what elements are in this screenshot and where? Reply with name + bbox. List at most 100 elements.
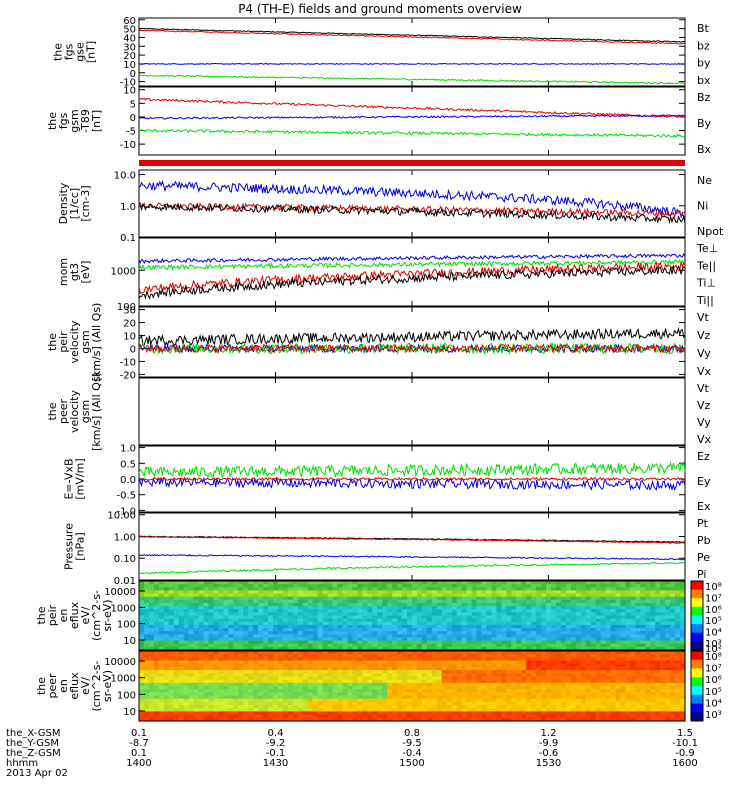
heatmap-cell xyxy=(570,590,577,595)
heatmap-cell xyxy=(228,663,234,668)
heatmap-cell xyxy=(258,676,264,681)
heatmap-cell xyxy=(541,660,547,665)
heatmap-cell xyxy=(605,676,612,681)
heatmap-cell xyxy=(605,612,612,617)
heatmap-cell xyxy=(531,666,537,671)
heatmap-cell xyxy=(322,590,329,595)
heatmap-cell xyxy=(213,606,220,610)
heatmap-cell xyxy=(481,660,488,665)
heatmap-cell xyxy=(173,670,180,674)
heatmap-cell xyxy=(297,581,304,585)
heatmap-cell xyxy=(367,701,373,706)
heatmap-cell xyxy=(362,670,368,674)
heatmap-cell xyxy=(555,676,562,681)
heatmap-cell xyxy=(511,701,517,706)
heatmap-cell xyxy=(531,670,537,674)
heatmap-cell xyxy=(605,711,612,716)
heatmap-cell xyxy=(228,584,234,588)
heatmap-cell xyxy=(332,698,339,703)
heatmap-cell xyxy=(253,584,259,588)
heatmap-cell xyxy=(203,618,210,623)
heatmap-cell xyxy=(382,599,388,604)
heatmap-cell xyxy=(173,654,180,658)
heatmap-cell xyxy=(223,599,229,604)
heatmap-cell xyxy=(233,609,239,613)
heatmap-cell xyxy=(461,612,468,617)
heatmap-cell xyxy=(139,615,145,620)
heatmap-cell xyxy=(476,666,483,671)
heatmap-cell xyxy=(491,606,497,610)
heatmap-cell xyxy=(416,599,423,604)
heatmap-cell xyxy=(248,618,254,623)
heatmap-cell xyxy=(139,711,145,716)
heatmap-cell xyxy=(471,663,478,668)
heatmap-cell xyxy=(570,606,577,610)
heatmap-cell xyxy=(421,599,428,604)
series-ez xyxy=(138,476,686,482)
heatmap-cell xyxy=(337,621,344,626)
ylabel-line: velocity xyxy=(68,390,81,433)
heatmap-cell xyxy=(590,666,597,671)
heatmap-cell xyxy=(198,584,205,588)
heatmap-cells xyxy=(139,581,686,651)
heatmap-cell xyxy=(248,660,254,665)
heatmap-cell xyxy=(585,587,592,592)
heatmap-cell xyxy=(501,606,507,610)
heatmap-cell xyxy=(680,670,686,674)
heatmap-cell xyxy=(332,711,339,716)
heatmap-cell xyxy=(555,615,562,620)
heatmap-cell xyxy=(387,631,393,635)
heatmap-cell xyxy=(506,654,512,658)
heatmap-cell xyxy=(600,631,607,635)
heatmap-cell xyxy=(412,609,418,613)
heatmap-cell xyxy=(253,615,259,620)
heatmap-cell xyxy=(292,621,299,626)
heatmap-cell xyxy=(362,596,368,601)
heatmap-cell xyxy=(466,587,473,592)
heatmap-cell xyxy=(332,599,339,604)
heatmap-cell xyxy=(531,679,537,684)
heatmap-cell xyxy=(506,606,512,610)
heatmap-cell xyxy=(451,663,458,668)
heatmap-cell xyxy=(665,708,671,713)
heatmap-cell xyxy=(416,602,423,607)
heatmap-cell xyxy=(605,698,612,703)
heatmap-cell xyxy=(521,643,527,648)
heatmap-cell xyxy=(436,708,443,713)
heatmap-cell xyxy=(546,692,552,697)
heatmap-cell xyxy=(168,637,175,642)
heatmap-cell xyxy=(426,705,433,709)
heatmap-cell xyxy=(550,708,557,713)
heatmap-cell xyxy=(670,708,676,713)
heatmap-cell xyxy=(640,643,646,648)
heatmap-cell xyxy=(297,711,304,716)
heatmap-cell xyxy=(322,615,329,620)
heatmap-cell xyxy=(605,643,612,648)
heatmap-cell xyxy=(580,692,587,697)
heatmap-cell xyxy=(292,686,299,690)
heatmap-cell xyxy=(407,590,413,595)
heatmap-cell xyxy=(173,621,180,626)
heatmap-cell xyxy=(650,612,656,617)
heatmap-cell xyxy=(560,609,567,613)
heatmap-cell xyxy=(660,612,666,617)
heatmap-cell xyxy=(575,660,582,665)
heatmap-cell xyxy=(397,631,403,635)
heatmap-cell xyxy=(327,660,334,665)
heatmap-cell xyxy=(153,643,160,648)
heatmap-cell xyxy=(268,621,274,626)
heatmap-cell xyxy=(312,634,319,639)
heatmap-cell xyxy=(153,640,160,645)
heatmap-cell xyxy=(550,587,557,592)
heatmap-cell xyxy=(362,599,368,604)
heatmap-cell xyxy=(471,657,478,662)
heatmap-cell xyxy=(412,606,418,610)
heatmap-cell xyxy=(531,637,537,642)
heatmap-cell xyxy=(476,676,483,681)
heatmap-cell xyxy=(555,599,562,604)
heatmap-cell xyxy=(387,676,393,681)
heatmap-cell xyxy=(312,637,319,642)
heatmap-cell xyxy=(655,666,661,671)
